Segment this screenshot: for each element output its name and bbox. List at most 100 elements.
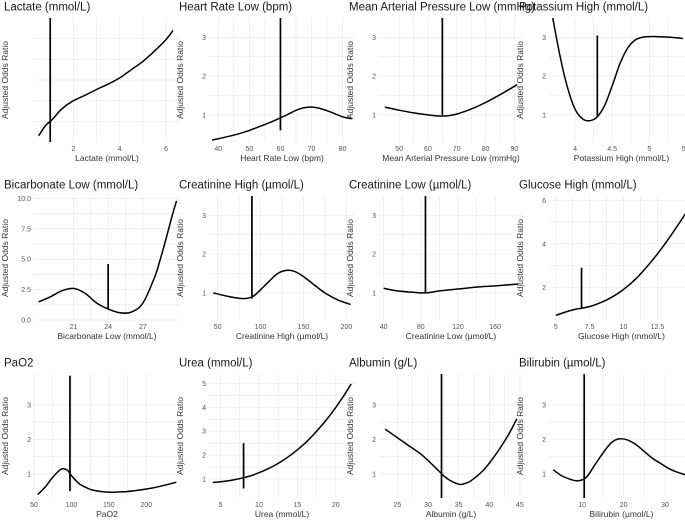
x-tick-label: 70 <box>453 146 461 153</box>
y-axis-label: Adjusted Odds Ratio <box>345 41 355 119</box>
y-tick-label: 4 <box>202 405 206 412</box>
x-tick-label: 100 <box>255 324 267 331</box>
x-axis-label: Albumin (g/L) <box>426 509 477 519</box>
y-tick-label: 3 <box>372 35 376 42</box>
panel-title: Bilirubin (µmol/L) <box>519 358 606 370</box>
odds-ratio-curve <box>384 84 518 117</box>
panel-4: Potassium High (mmol/L)44.555.5123Potass… <box>515 2 685 163</box>
x-tick-label: 150 <box>298 324 310 331</box>
y-tick-label: 3 <box>542 403 546 410</box>
y-axis-label: Adjusted Odds Ratio <box>0 219 10 297</box>
x-tick-label: 200 <box>140 502 152 509</box>
y-tick-label: 5.0 <box>21 257 31 264</box>
x-tick-label: 10 <box>578 502 586 509</box>
x-tick-label: 4 <box>573 146 577 153</box>
odds-ratio-curve <box>551 17 683 122</box>
y-tick-label: 7.5 <box>21 226 31 233</box>
y-axis-label: Adjusted Odds Ratio <box>515 41 525 119</box>
panel-8: Glucose High (mmol/L) 5 7.5 10 12.5 2 4 6 Glucos… <box>515 180 685 341</box>
panel-3: Mean Arterial Pressure Low (mmHg)50 60 70 8… <box>345 2 535 164</box>
y-tick-label: 4 <box>542 241 546 248</box>
x-tick-label: 50 <box>30 502 38 509</box>
panel-title: Urea (mmol/L) <box>179 358 253 370</box>
x-tick-label: 21 <box>69 324 77 331</box>
panel-title: Lactate (mmol/L) <box>4 2 90 14</box>
odds-ratio-curve <box>211 106 353 141</box>
panel-7: Creatinine Low (µmol/L) 40 80 120 160 1 2 3 Crea… <box>345 180 523 341</box>
panel-9: PaO2 50 100 150 200 1 2 3 PaO2 Adjusted Odds Rati… <box>0 358 180 519</box>
y-tick-label: 10.0 <box>17 196 31 203</box>
panel-title: Potassium High (mmol/L) <box>519 2 648 14</box>
panel-6: Creatinine High (µmol/L) 50 100 150 200 1 2 3 Cr… <box>175 180 355 341</box>
x-tick-label: 50 <box>214 324 222 331</box>
y-axis-label: Adjusted Odds Ratio <box>515 219 525 297</box>
odds-ratio-curve <box>212 383 352 484</box>
x-tick-label: 90 <box>510 146 518 153</box>
x-tick-label: 40 <box>485 502 493 509</box>
x-tick-label: 4 <box>118 146 122 153</box>
y-tick-label: 1 <box>27 471 31 478</box>
y-tick-label: 1 <box>372 290 376 297</box>
y-tick-label: 3 <box>202 429 206 436</box>
y-tick-label: 2 <box>542 285 546 292</box>
x-tick-label: 120 <box>452 324 464 331</box>
x-tick-label: 160 <box>489 324 501 331</box>
x-tick-label: 7.5 <box>585 324 595 331</box>
x-tick-label: 12.5 <box>651 324 665 331</box>
x-axis-label: Creatinine High (µmol/L) <box>236 331 328 341</box>
x-tick-label: 200 <box>341 324 353 331</box>
x-tick-label: 80 <box>339 146 347 153</box>
y-tick-label: 1 <box>372 112 376 119</box>
x-tick-label: 100 <box>66 502 78 509</box>
x-tick-label: 5.5 <box>682 146 685 153</box>
x-tick-label: 80 <box>482 146 490 153</box>
x-axis-label: Mean Arterial Pressure Low (mmHg) <box>382 153 520 163</box>
y-tick-label: 2 <box>372 74 376 81</box>
x-tick-label: 24 <box>104 324 112 331</box>
y-tick-label: 2 <box>542 74 546 81</box>
x-tick-label: 30 <box>661 502 669 509</box>
y-tick-label: 2 <box>202 453 206 460</box>
y-tick-label: 2 <box>202 74 206 81</box>
x-tick-label: 70 <box>308 146 316 153</box>
odds-ratio-curve <box>384 418 518 486</box>
y-tick-label: 3 <box>542 35 546 42</box>
panel-10: Urea (mmol/L) 5 10 15 20 1 2 3 4 5 Urea (mmol/L) Ad… <box>175 358 355 519</box>
x-tick-label: 40 <box>380 324 388 331</box>
panel-title: Bicarbonate Low (mmol/L) <box>4 180 138 192</box>
odds-ratio-curve <box>555 212 685 316</box>
y-tick-label: 1 <box>202 290 206 297</box>
x-tick-label: 27 <box>139 324 147 331</box>
odds-ratio-curve <box>37 467 177 496</box>
odds-ratio-curve <box>37 29 174 137</box>
x-tick-label: 50 <box>395 146 403 153</box>
y-tick-label: 3 <box>202 35 206 42</box>
x-axis-label: Potassium High (mmol/L) <box>574 153 670 163</box>
y-axis-label: Adjusted Odds Ratio <box>0 397 10 475</box>
y-tick-label: 1 <box>542 471 546 478</box>
panel-11: Albumin (g/L) 25 30 35 40 45 1 2 3 Albumin (g/L) A… <box>345 358 524 520</box>
y-tick-label: 2 <box>27 437 31 444</box>
y-axis-label: Adjusted Odds Ratio <box>515 397 525 475</box>
x-tick-label: 40 <box>214 146 222 153</box>
panel-12: Bilirubin (µmol/L) 10 20 30 1 2 3 Bilirubin (µm… <box>515 358 685 519</box>
x-tick-label: 5 <box>554 324 558 331</box>
y-tick-label: 3 <box>372 403 376 410</box>
x-tick-label: 15 <box>293 502 301 509</box>
y-axis-label: Adjusted Odds Ratio <box>345 219 355 297</box>
y-axis-label: Adjusted Odds Ratio <box>175 41 185 119</box>
y-axis-label: Adjusted Odds Ratio <box>175 397 185 475</box>
x-tick-label: 45 <box>516 502 524 509</box>
panel-title: Glucose High (mmol/L) <box>519 180 637 192</box>
panel-2: Heart Rate Low (bpm) 40 50 60 70 80 1 2 3 Heart R… <box>175 2 355 163</box>
x-tick-label: 80 <box>417 324 425 331</box>
odds-ratio-curve <box>213 269 351 306</box>
y-tick-label: 6 <box>542 198 546 205</box>
x-tick-label: 20 <box>332 502 340 509</box>
x-axis-label: Heart Rate Low (bpm) <box>240 153 324 163</box>
x-tick-label: 5 <box>647 146 651 153</box>
panel-title: Creatinine High (µmol/L) <box>179 180 304 192</box>
y-tick-label: 1 <box>372 471 376 478</box>
